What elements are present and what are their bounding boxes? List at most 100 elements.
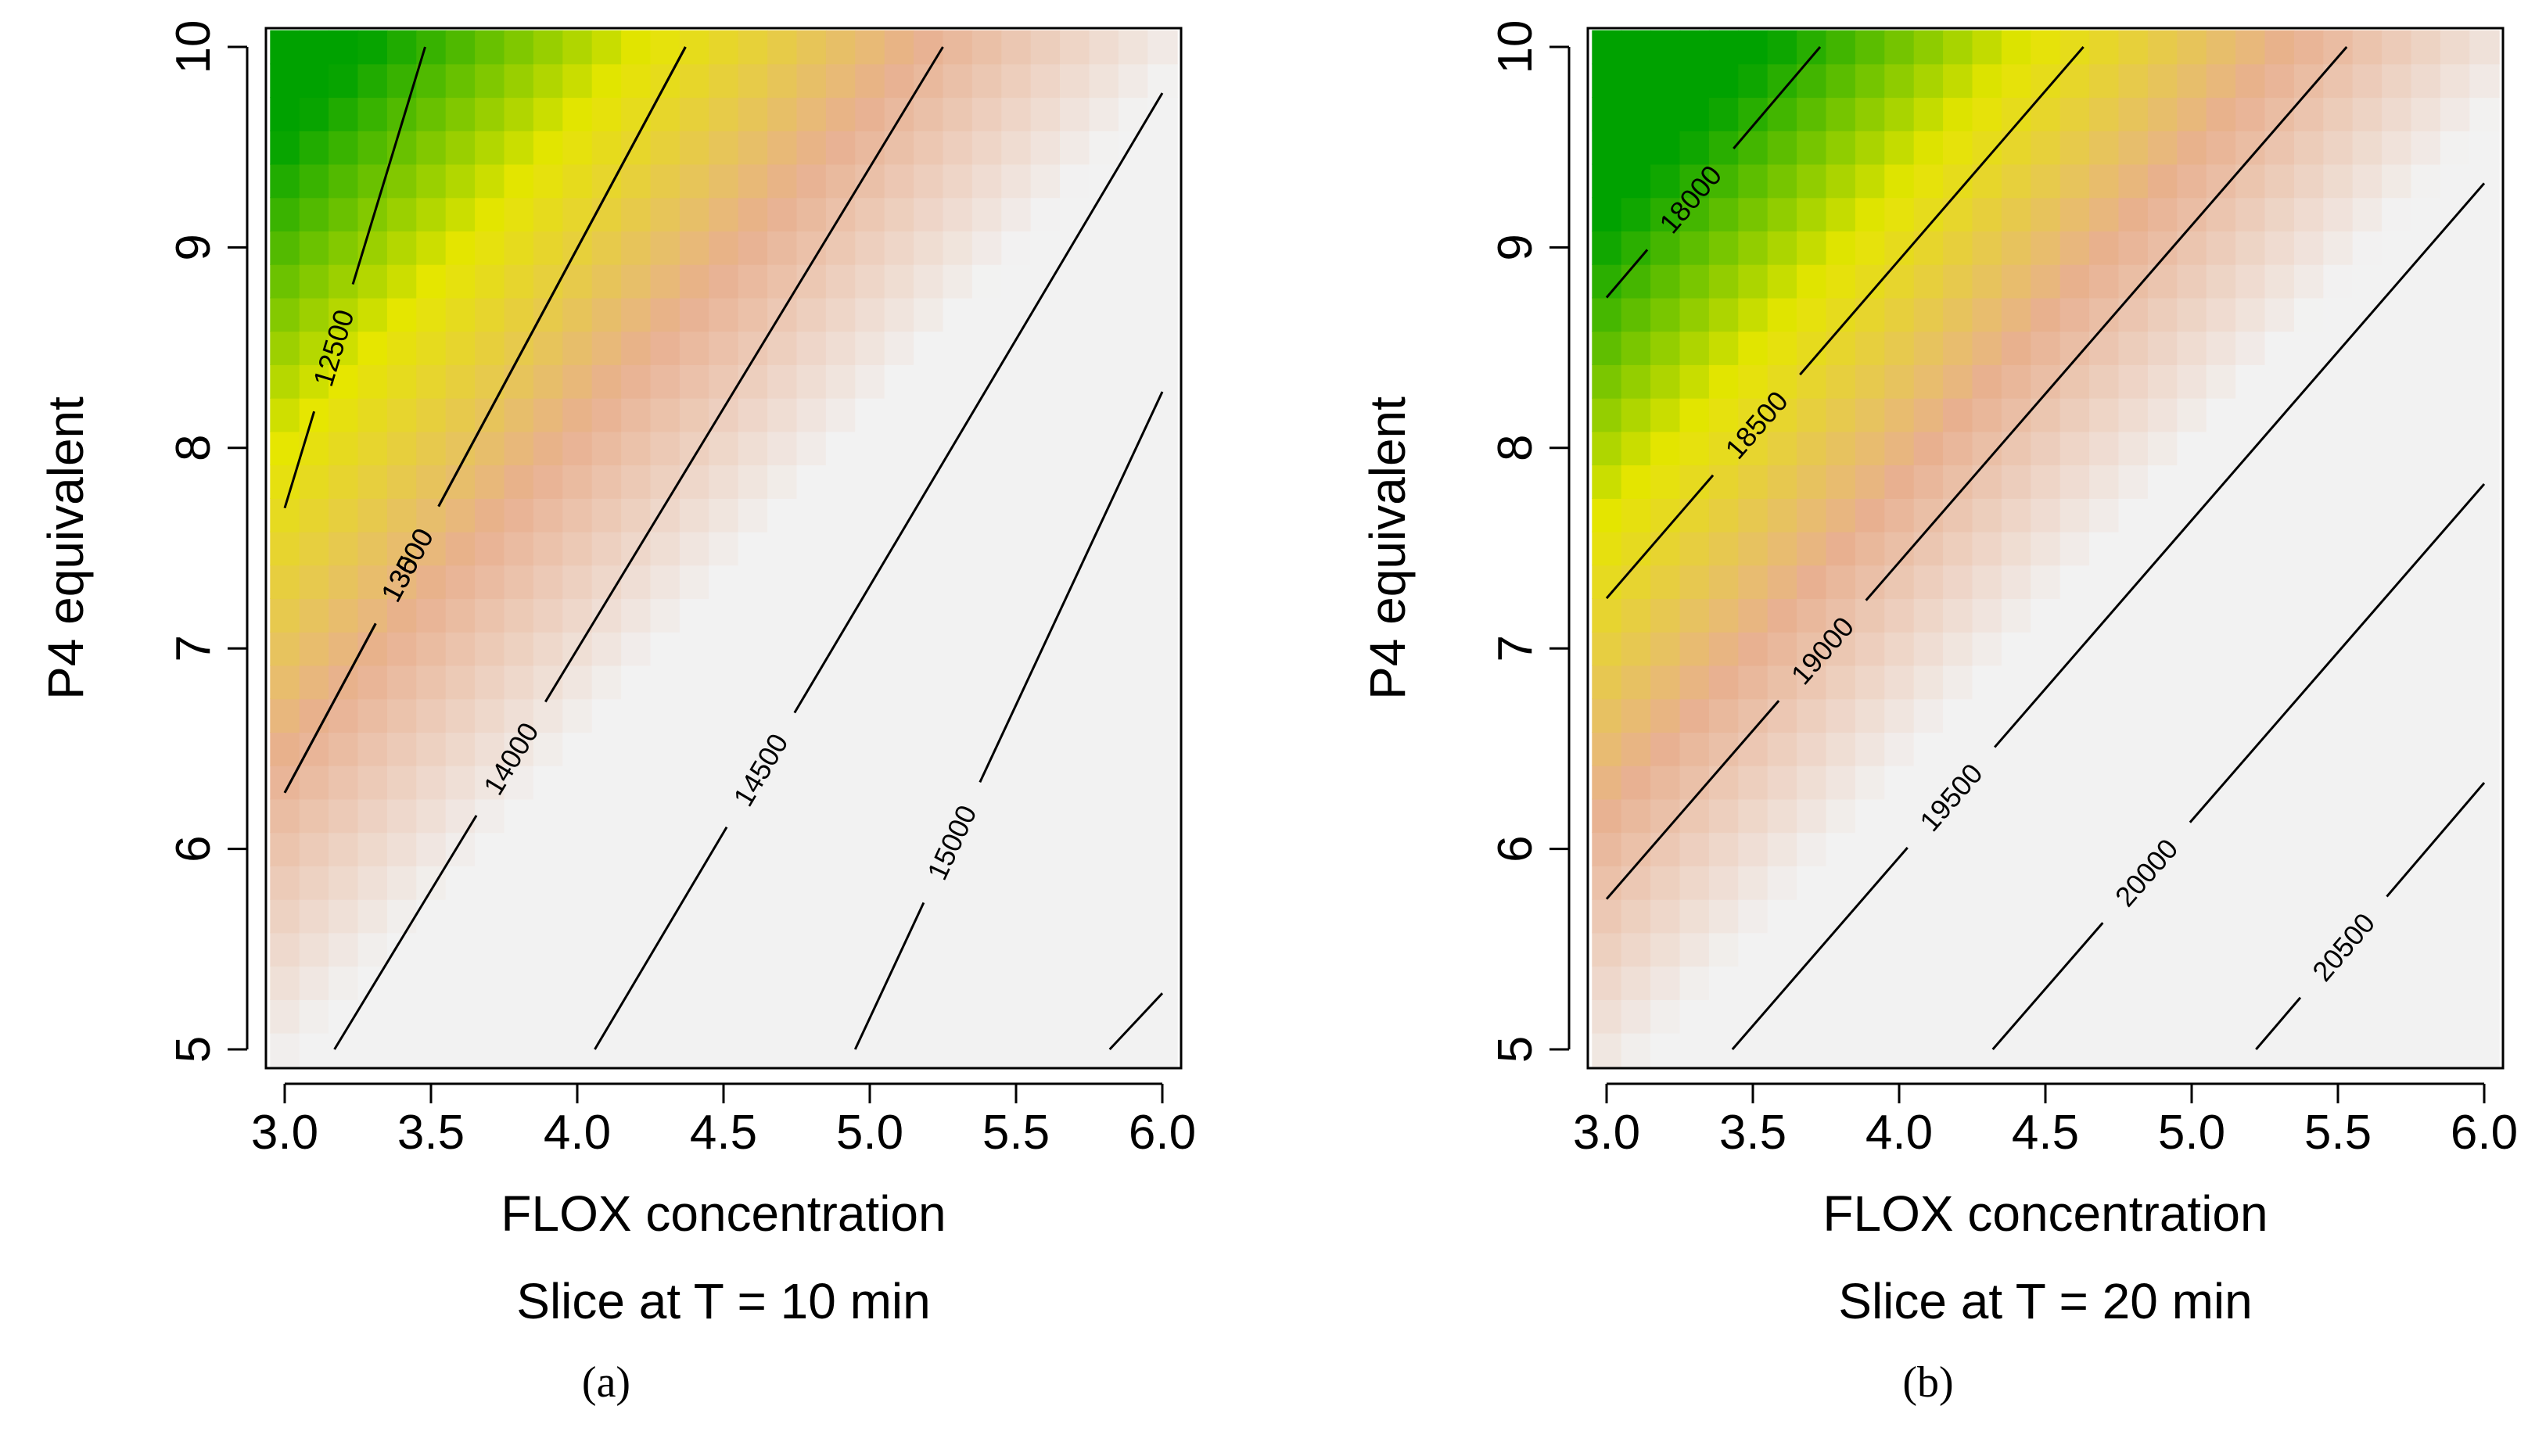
heatmap-cell: [475, 297, 505, 332]
heatmap-cell: [562, 331, 593, 365]
heatmap-cell: [475, 63, 505, 99]
heatmap-cell: [2323, 297, 2354, 332]
heatmap-cell: [1826, 898, 1856, 934]
heatmap-cell: [416, 565, 447, 600]
heatmap-cell: [1972, 97, 2002, 131]
slice-subtitle: Slice at T = 10 min: [516, 1273, 930, 1329]
heatmap-cell: [914, 999, 944, 1034]
heatmap-cell: [1826, 497, 1856, 533]
heatmap-cell: [855, 197, 885, 231]
heatmap-cell: [2352, 999, 2383, 1034]
heatmap-cell: [825, 531, 856, 566]
heatmap-cell: [767, 464, 798, 499]
heatmap-cell: [767, 732, 798, 766]
heatmap-cell: [1797, 698, 1827, 733]
heatmap-cell: [971, 331, 1003, 365]
heatmap-cell: [679, 798, 710, 834]
heatmap-cell: [1797, 264, 1827, 299]
heatmap-cell: [1972, 197, 2002, 231]
heatmap-cell: [971, 698, 1003, 733]
heatmap-cell: [475, 665, 505, 700]
contour-line: [351, 46, 426, 285]
contour-line: [1605, 700, 1780, 900]
heatmap-cell: [679, 966, 710, 1000]
heatmap-cell: [767, 798, 798, 834]
heatmap-cell: [1030, 966, 1061, 1000]
heatmap-cell: [855, 866, 885, 900]
heatmap-cell: [2089, 63, 2120, 99]
heatmap-cell: [2059, 464, 2091, 499]
heatmap-cell: [825, 364, 856, 399]
heatmap-cell: [2177, 665, 2207, 700]
heatmap-cell: [2293, 197, 2325, 231]
heatmap-cell: [2147, 565, 2178, 600]
heatmap-cell: [1118, 698, 1149, 733]
heatmap-cell: [299, 898, 330, 934]
heatmap-cell: [971, 966, 1003, 1000]
heatmap-cell: [1855, 798, 1886, 834]
heatmap-cell: [562, 97, 593, 131]
heatmap-cell: [1826, 999, 1856, 1034]
heatmap-cell: [2264, 932, 2295, 967]
heatmap-cell: [2235, 464, 2266, 499]
heatmap-cell: [971, 297, 1003, 332]
heatmap-cell: [1089, 364, 1119, 399]
heatmap-cell: [533, 732, 564, 766]
heatmap-cell: [2264, 431, 2295, 466]
heatmap-cell: [1943, 798, 1973, 834]
heatmap-cell: [2118, 1032, 2149, 1067]
x-tick-label: 4.5: [690, 1106, 757, 1160]
heatmap-cell: [1030, 866, 1061, 900]
heatmap-cell: [825, 297, 856, 332]
x-tick-label: 4.5: [2012, 1106, 2079, 1160]
heatmap-cell: [2235, 698, 2266, 733]
heatmap-cell: [1001, 231, 1032, 265]
heatmap-cell: [562, 431, 593, 466]
heatmap-cell: [1913, 464, 1944, 499]
heatmap-cell: [1884, 999, 1915, 1034]
heatmap-cell: [2031, 565, 2061, 600]
heatmap-cell: [2118, 966, 2149, 1000]
heatmap-cell: [1855, 531, 1886, 566]
heatmap-cell: [562, 497, 593, 533]
heatmap-cell: [1855, 765, 1886, 800]
heatmap-cell: [2411, 598, 2441, 633]
heatmap-cell: [1118, 832, 1149, 866]
heatmap-cell: [1030, 999, 1061, 1034]
heatmap-cell: [386, 665, 418, 700]
heatmap-cell: [504, 798, 534, 834]
heatmap-cell: [1767, 30, 1798, 65]
heatmap-cell: [2118, 331, 2149, 365]
heatmap-cell: [270, 130, 300, 165]
heatmap-cell: [650, 698, 680, 733]
heatmap-cell: [1030, 631, 1061, 666]
heatmap-cell: [2264, 197, 2295, 231]
heatmap-cell: [329, 497, 359, 533]
heatmap-cell: [2147, 932, 2178, 967]
y-tick-label: 6: [167, 835, 221, 862]
heatmap-cell: [2411, 364, 2441, 399]
heatmap-cell: [2206, 130, 2237, 165]
heatmap-cell: [416, 1032, 447, 1067]
heatmap-cell: [416, 698, 447, 733]
heatmap-cell: [533, 999, 564, 1034]
heatmap-cell: [971, 63, 1003, 99]
heatmap-cell: [1767, 798, 1798, 834]
heatmap-cell: [475, 698, 505, 733]
heatmap-cell: [2264, 531, 2295, 566]
heatmap-cell: [2177, 63, 2207, 99]
heatmap-cell: [591, 231, 623, 265]
heatmap-cell: [2382, 698, 2412, 733]
heatmap-cell: [2235, 130, 2266, 165]
heatmap-cell: [943, 497, 973, 533]
heatmap-cell: [738, 231, 769, 265]
heatmap-cell: [1767, 966, 1798, 1000]
heatmap-cell: [1621, 397, 1652, 432]
heatmap-cell: [1708, 464, 1740, 499]
heatmap-cell: [855, 832, 885, 866]
heatmap-cell: [1118, 30, 1149, 65]
heatmap-cell: [2206, 798, 2237, 834]
heatmap-cell: [2147, 63, 2178, 99]
heatmap-cell: [914, 765, 944, 800]
heatmap-cell: [1943, 631, 1973, 666]
